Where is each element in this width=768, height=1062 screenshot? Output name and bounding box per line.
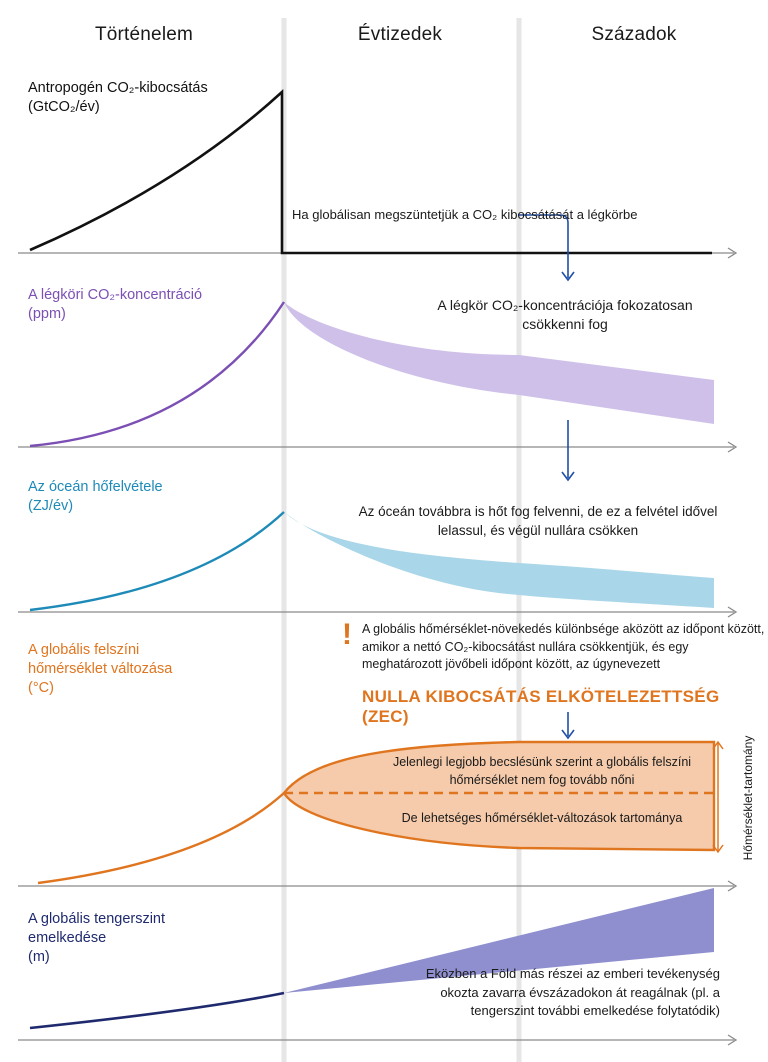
sea-level-label-line2: emelkedése [28,930,107,946]
axis-sea-level-arrowhead [727,1034,738,1046]
ocean-heat-note-line1: Az óceán továbbra is hőt fog felvenni, [358,504,584,519]
concentration-label-line1: A légköri CO₂-koncentráció [28,287,203,303]
temperature-curve [37,792,285,885]
temperature-band [282,740,716,852]
ocean-heat-label-line2: (ZJ/év) [28,498,74,514]
ocean-heat-note: Az óceán továbbra is hőt fog felvenni, d… [350,503,726,540]
emissions-note-line2: kibocsátását a légkörbe [500,207,638,222]
column-header-decades: Évtizedek [357,24,443,45]
best-estimate-line2: felszíni hőmérséklet nem fog tovább nőni [449,755,692,787]
ocean-heat-curve [29,511,285,612]
zec-warning-line1: A globális hőmérséklet-növekedés különbs… [362,622,663,636]
emissions-label-line2: (GtCO₂/év) [28,99,100,115]
temperature-range-marker [712,740,724,854]
sea-level-curve [29,991,285,1030]
sea-level-note-line1: Eközben a Föld más részei [425,966,583,981]
concentration-band [284,302,714,424]
arrow-zec-to-temperature-head [561,729,575,740]
zec-title: NULLA KIBOCSÁTÁS ELKÖTELEZETTSÉG (ZEC) [362,687,720,726]
ocean-heat-note-line2: de ez a felvétel idővel lelassul, és vég… [437,504,718,538]
emissions-curve [29,89,712,255]
ocean-heat-label-line1: Az óceán hőfelvétele [28,479,163,495]
sea-level-band [284,888,714,993]
zec-warning-line2: az időpont között, amikor a nettó CO₂-ki… [362,622,765,654]
sea-level-label-line1: A globális tengerszint [28,911,166,927]
axis-temperature-arrowhead [727,880,738,892]
concentration-label-line2: (ppm) [28,306,66,322]
zec-warning-line3: csökkentjük, és egy meghatározott jövőbe… [362,639,689,672]
arrow-concentration-to-ocean-head [561,471,575,482]
concentration-label: A légköri CO₂-koncentráció (ppm) [28,286,202,324]
temperature-label-line3: (°C) [28,680,54,696]
concentration-curve [29,301,286,448]
temperature-range-axis-label: Hőmérséklet-tartomány [741,735,755,861]
ocean-heat-band [284,512,714,608]
axis-emissions-arrowhead [727,247,738,259]
sea-level-note-line2: az emberi tevékenység okozta zavarra [440,966,720,1000]
temperature-label: A globális felszíni hőmérséklet változás… [28,641,172,698]
emissions-note-line1: Ha globálisan megszüntetjük a CO₂ [292,207,498,222]
arrow-emissions-to-concentration [518,214,569,278]
emissions-note: Ha globálisan megszüntetjük a CO₂ kibocs… [292,206,637,225]
axis-concentration-arrowhead [727,441,738,453]
sea-level-note: Eközben a Föld más részei az emberi tevé… [420,965,720,1021]
sea-level-label: A globális tengerszint emelkedése (m) [28,910,165,967]
sea-level-note-line3: évszázadokon át reagálnak (pl. a tengers… [470,984,720,1019]
concentration-note-line1: A légkör CO₂-koncentrációja [437,297,614,313]
column-header-history: Történelem [94,24,194,45]
zec-warning-line4: az úgynevezett [576,657,661,671]
connector-arrows [518,214,575,740]
zec-warning-text: A globális hőmérséklet-növekedés különbs… [362,621,768,674]
temperature-label-line1: A globális felszíni [28,642,140,658]
warning-icon: ! [342,618,352,651]
sea-level-note-line4: további emelkedése folytatódik) [537,1003,720,1018]
sea-level-label-line3: (m) [28,949,50,965]
ocean-heat-label: Az óceán hőfelvétele (ZJ/év) [28,478,163,516]
emissions-label: Antropogén CO₂-kibocsátás (GtCO₂/év) [28,79,208,117]
emissions-label-line1: Antropogén CO₂-kibocsátás [28,80,208,96]
temperature-range-note: De lehetséges hőmérséklet-változások tar… [401,811,683,825]
best-estimate-line1: Jelenlegi legjobb becslésünk szerint a g… [392,755,649,769]
arrow-emissions-to-concentration-head [561,271,575,282]
temperature-best-estimate-note: Jelenlegi legjobb becslésünk szerint a g… [372,754,712,789]
temperature-label-line2: hőmérséklet változása [28,661,173,677]
axis-ocean-heat-arrowhead [727,606,738,618]
column-header-centuries: Századok [591,24,677,45]
concentration-note-line2: fokozatosan csökkenni fog [522,297,693,332]
concentration-note: A légkör CO₂-koncentrációja fokozatosan … [420,296,710,333]
